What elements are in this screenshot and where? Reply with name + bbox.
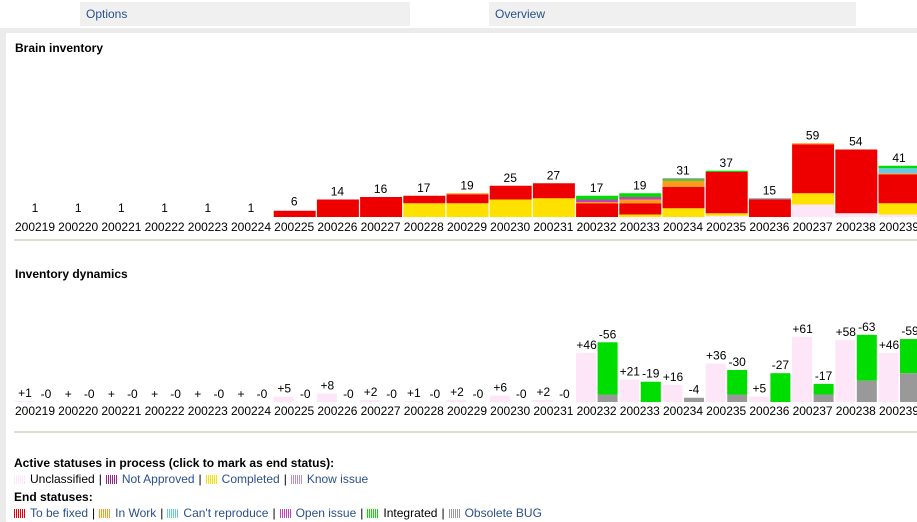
legend-to-be-fixed[interactable]: To be fixed bbox=[14, 506, 88, 520]
in-work-swatch bbox=[99, 509, 112, 518]
cant-reproduce-swatch bbox=[167, 509, 180, 518]
legend-label[interactable]: Completed bbox=[221, 472, 280, 486]
to-be-fixed-swatch bbox=[14, 509, 26, 518]
integrated-swatch bbox=[367, 509, 380, 518]
legend-cant-reproduce[interactable]: Can't reproduce bbox=[167, 506, 268, 520]
tab-options[interactable]: Options bbox=[80, 2, 410, 26]
legend-separator: | bbox=[98, 472, 102, 486]
legend-label[interactable]: Integrated bbox=[383, 506, 438, 520]
legend-unclassified[interactable]: Unclassified bbox=[14, 472, 95, 486]
legend-separator: | bbox=[441, 506, 445, 520]
legend-obsolete-bug[interactable]: Obsolete BUG bbox=[448, 506, 542, 520]
legend-label[interactable]: Know issue bbox=[306, 472, 369, 486]
legend-label[interactable]: Open issue bbox=[295, 506, 357, 520]
legend-active-items: Unclassified | Not Approved | Completed | Know… bbox=[14, 472, 368, 486]
legend-active: Active statuses in process (click to mar… bbox=[14, 456, 368, 486]
legend-separator: | bbox=[160, 506, 164, 520]
legend-separator: | bbox=[272, 506, 276, 520]
know-issue-swatch bbox=[290, 475, 303, 484]
legend-integrated[interactable]: Integrated bbox=[367, 506, 437, 520]
legend-know-issue[interactable]: Know issue bbox=[290, 472, 369, 486]
not-approved-swatch bbox=[105, 475, 118, 484]
legend-separator: | bbox=[198, 472, 202, 486]
dynamics-title: Inventory dynamics bbox=[15, 267, 128, 281]
obsolete-bug-swatch bbox=[448, 509, 461, 518]
tab-bar: Options Overview bbox=[0, 0, 917, 28]
legend-in-work[interactable]: In Work bbox=[99, 506, 156, 520]
unclassified-swatch bbox=[14, 475, 26, 484]
legend-label[interactable]: Obsolete BUG bbox=[464, 506, 542, 520]
legend-end-heading: End statuses: bbox=[14, 490, 93, 504]
legend-label[interactable]: Can't reproduce bbox=[183, 506, 269, 520]
legend-label[interactable]: Unclassified bbox=[30, 472, 95, 486]
legend-completed[interactable]: Completed bbox=[205, 472, 280, 486]
open-issue-swatch bbox=[279, 509, 292, 518]
legend-end: End statuses: To be fixed | In Work | Can't … bbox=[14, 490, 542, 520]
completed-swatch bbox=[205, 475, 218, 484]
legend-separator: | bbox=[360, 506, 364, 520]
legend-not-approved[interactable]: Not Approved bbox=[105, 472, 195, 486]
inventory-title: Brain inventory bbox=[15, 41, 104, 55]
legend-separator: | bbox=[92, 506, 96, 520]
legend-label[interactable]: Not Approved bbox=[121, 472, 195, 486]
legend-separator: | bbox=[283, 472, 287, 486]
legend-end-items: To be fixed | In Work | Can't reproduce | Open… bbox=[14, 506, 542, 520]
main-panel: Brain inventory Inventory dynamics bbox=[6, 33, 917, 522]
legend-label[interactable]: To be fixed bbox=[30, 506, 89, 520]
legend-label[interactable]: In Work bbox=[115, 506, 157, 520]
legend-active-heading: Active statuses in process (click to mar… bbox=[14, 456, 335, 470]
tab-overview[interactable]: Overview bbox=[489, 2, 856, 26]
legend-open-issue[interactable]: Open issue bbox=[279, 506, 357, 520]
